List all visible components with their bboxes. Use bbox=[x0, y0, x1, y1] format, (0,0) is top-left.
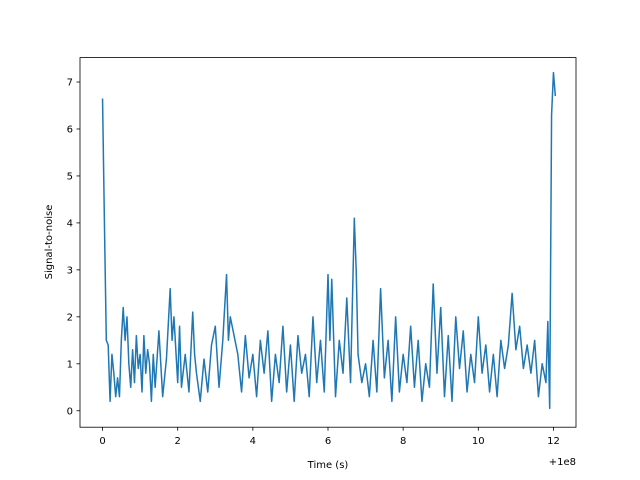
y-tick-label: 7 bbox=[67, 78, 73, 89]
x-tick-label: 0 bbox=[99, 436, 105, 447]
y-tick-label: 0 bbox=[67, 406, 73, 417]
y-tick-label: 2 bbox=[67, 312, 73, 323]
y-tick-label: 6 bbox=[67, 124, 73, 135]
y-tick-label: 4 bbox=[67, 218, 73, 229]
y-tick-label: 1 bbox=[67, 359, 73, 370]
data-line bbox=[101, 71, 557, 410]
y-axis-label: Signal-to-noise bbox=[44, 205, 55, 280]
x-tick-label: 4 bbox=[250, 436, 256, 447]
x-tick-label: 2 bbox=[175, 436, 181, 447]
x-tick-label: 8 bbox=[400, 436, 406, 447]
x-tick-label: 12 bbox=[547, 436, 560, 447]
x-tick-label: 6 bbox=[325, 436, 331, 447]
x-tick-label: 10 bbox=[472, 436, 485, 447]
x-axis-label: Time (s) bbox=[307, 460, 349, 471]
y-tick-label: 3 bbox=[67, 265, 73, 276]
y-tick-label: 5 bbox=[67, 171, 73, 182]
x-offset-label: +1e8 bbox=[549, 457, 576, 468]
